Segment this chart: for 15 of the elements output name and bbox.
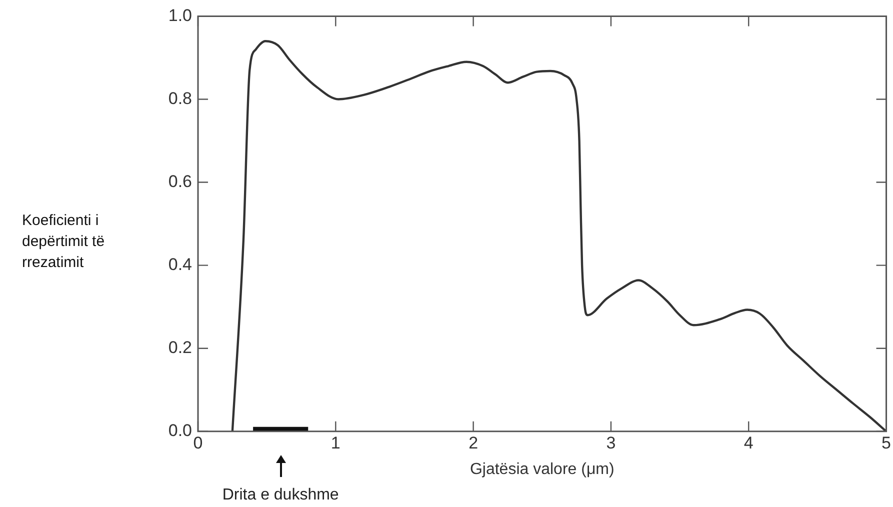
- text: Drita e dukshme: [222, 486, 339, 504]
- y-tick-label: 0.0: [168, 421, 192, 440]
- y-axis-title: Koeficienti i depërtimit të rrezatimit: [22, 211, 106, 273]
- x-tick-label: 3: [606, 433, 616, 452]
- y-tick-label: 0.4: [168, 255, 192, 274]
- y-tick-label: 0.2: [168, 338, 192, 358]
- x-tick-label: 4: [744, 433, 754, 452]
- y-tick-label: 0.8: [168, 88, 192, 108]
- x-tick-label: 0: [193, 433, 203, 452]
- x-tick-label: 1: [330, 433, 340, 452]
- x-tick-label: 5: [882, 433, 892, 452]
- y-tick-label: 1.0: [168, 6, 192, 25]
- x-tick-label: 2: [468, 433, 478, 452]
- y-tick-label: 0.6: [168, 172, 192, 191]
- x-axis-title: Gjatësia valore (μm): [470, 460, 614, 478]
